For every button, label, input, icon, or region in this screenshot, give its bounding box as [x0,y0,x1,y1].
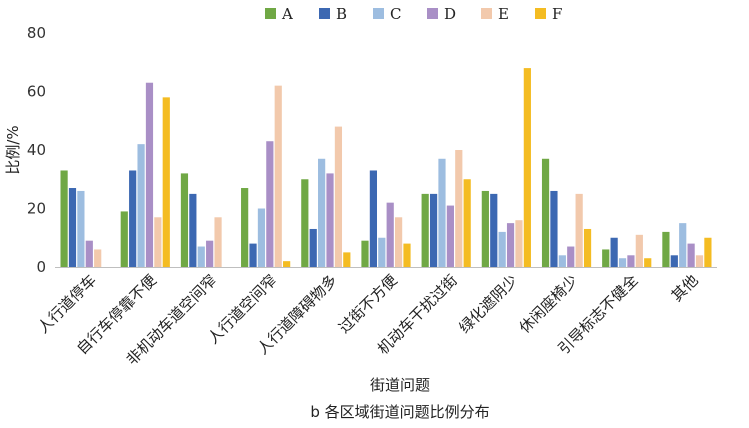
bar-C-1 [77,190,85,267]
legend-label-C: C [390,5,401,23]
bar-E-4 [274,85,282,268]
x-axis-label: 街道问题 [370,376,430,394]
bar-E-5 [334,126,343,267]
legend: A B C D E F [265,5,562,23]
y-tick-label: 60 [27,83,46,101]
bar-D-1 [85,240,93,267]
bar-D-6 [386,202,394,267]
bar-B-2 [129,170,137,267]
legend-swatch-B [319,8,330,19]
bar-D-9 [567,246,575,267]
bar-E-10 [635,234,643,267]
bar-C-9 [558,255,566,267]
bar-E-3 [214,217,222,267]
bar-A-1 [60,170,68,267]
bars [60,68,712,268]
bar-C-8 [498,231,506,267]
bar-A-7 [421,193,429,268]
x-tick-label: 人行道停车 [34,271,100,337]
bar-F-5 [343,252,351,268]
bar-C-10 [618,258,627,267]
legend-swatch-A [265,8,276,19]
bar-E-9 [575,193,583,268]
bar-B-6 [369,170,377,267]
bar-B-7 [429,193,438,268]
bar-E-7 [455,150,463,267]
bar-B-1 [68,188,77,267]
x-tick-label: 其他 [668,271,702,305]
bar-C-3 [197,246,205,267]
bar-F-8 [523,68,531,267]
legend-label-A: A [281,5,293,23]
bar-D-2 [145,82,154,267]
y-axis-label: 比例/% [4,125,22,174]
bar-E-6 [395,217,403,267]
x-axis: 人行道停车自行车停靠不便非机动车道空间窄人行道空间窄人行道障碍物多过街不方便机动… [34,267,717,369]
bar-D-5 [326,173,334,267]
bar-F-9 [583,228,592,267]
bar-D-7 [446,205,454,267]
x-tick-label: 绿化遮阴少 [455,271,521,337]
y-tick-label: 0 [36,258,46,276]
y-axis: 0 20 40 60 80 [27,24,46,276]
bar-B-5 [309,228,317,267]
bar-D-3 [206,240,214,267]
bar-A-5 [301,179,309,267]
bar-C-4 [257,208,266,267]
legend-label-D: D [444,5,456,23]
bar-A-4 [241,188,249,267]
bar-A-2 [120,211,128,267]
bar-A-10 [602,249,610,267]
bar-A-11 [662,231,670,267]
bar-A-3 [180,173,189,267]
legend-label-E: E [498,5,509,23]
x-tick-label: 休闲座椅少 [516,271,582,337]
bar-F-7 [463,179,471,267]
bar-F-2 [162,97,170,267]
bar-B-10 [610,237,618,267]
bar-C-2 [137,144,145,267]
bar-F-11 [704,237,712,267]
bar-E-8 [515,220,523,267]
bar-B-8 [490,193,498,268]
bar-F-6 [403,243,411,267]
legend-swatch-C [373,8,384,19]
bar-B-3 [189,193,197,268]
legend-swatch-E [481,8,492,19]
legend-label-B: B [336,5,347,23]
bar-E-2 [154,217,162,267]
chart-title: b 各区域街道问题比例分布 [310,403,489,421]
y-tick-label: 80 [27,24,46,42]
bar-D-4 [266,141,274,267]
bar-F-4 [283,261,291,267]
bar-F-10 [644,258,652,267]
bar-B-4 [249,243,257,267]
bar-E-11 [695,255,704,267]
bar-A-6 [361,240,369,267]
bar-E-1 [94,249,102,267]
bar-C-7 [438,158,446,267]
bar-A-8 [481,190,489,267]
y-tick-label: 40 [27,141,46,159]
y-tick-label: 20 [27,200,46,218]
x-tick-label: 过街不方便 [335,271,401,337]
legend-label-F: F [552,5,562,23]
bar-C-11 [679,223,687,268]
bar-D-10 [627,255,635,267]
bar-A-9 [541,158,550,267]
bar-B-11 [670,255,678,267]
bar-D-11 [687,243,695,267]
bar-C-6 [378,237,386,267]
bar-D-8 [506,223,515,268]
legend-swatch-F [535,8,546,19]
bar-B-9 [550,190,558,267]
bar-C-5 [318,158,326,267]
legend-swatch-D [427,8,438,19]
